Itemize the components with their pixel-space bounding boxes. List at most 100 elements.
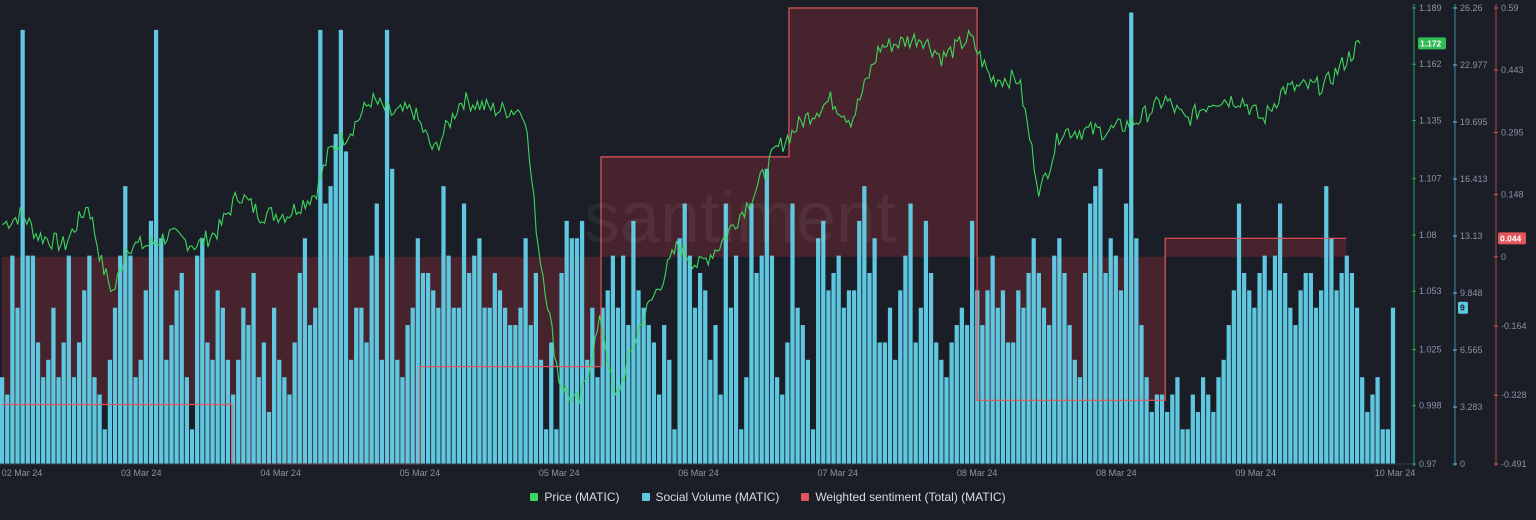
social-volume-bar [585,359,590,464]
social-volume-bar [1339,272,1344,464]
social-volume-bar [1354,307,1360,464]
social-volume-bar [1082,272,1088,464]
social-volume-bar [610,255,615,464]
social-volume-bar [1041,307,1047,464]
social-volume-bar [359,307,364,464]
x-tick-label: 08 Mar 24 [1096,468,1137,478]
social-volume-bar [887,307,893,464]
social-volume-bar [1349,272,1355,464]
social-volume-bar [816,238,821,464]
social-volume-bar [128,255,133,464]
social-volume-bar [662,325,667,464]
social-volume-bar [502,307,508,464]
social-volume-bar [1139,325,1144,464]
social-volume-bar [287,394,292,464]
social-volume-bar [805,359,811,464]
social-volume-bar [1000,290,1006,464]
social-volume-bar [564,220,569,464]
social-volume-bar [646,325,651,464]
social-volume-bar [205,342,210,464]
social-volume-bar [1047,325,1052,464]
x-tick-label: 10 Mar 24 [1375,468,1416,478]
social-volume-bar [307,325,313,464]
social-volume-bar [1375,377,1380,464]
social-volume-bar [1319,290,1324,464]
social-volume-bar [1072,359,1077,464]
social-volume-bar [482,307,487,464]
sentiment-swatch [801,493,810,501]
social-volume-bar [1077,377,1083,464]
social-volume-bar [508,325,513,464]
x-axis-ticks: 02 Mar 24 03 Mar 24 04 Mar 24 05 Mar 24 05 M… [2,468,1416,478]
social-volume-bar [800,325,805,464]
sentiment-current-badge-text: 0.044 [1500,233,1522,243]
social-volume-bar [333,134,338,464]
social-volume-bar [1113,255,1118,464]
social-volume-swatch [641,493,650,501]
social-volume-bar [1026,272,1031,464]
social-volume-bar [1165,411,1170,464]
social-volume-bar [1062,272,1067,464]
social-volume-bar [836,255,841,464]
social-volume-bar [898,290,903,464]
social-volume-bar [66,255,71,464]
legend-item-price[interactable]: Price (MATIC) [530,490,620,504]
x-tick-label: 03 Mar 24 [121,468,162,478]
sentiment-axis-tick-label: -0.491 [1501,459,1527,469]
social-volume-bar [682,203,687,464]
social-volume-bar [487,307,492,464]
legend-item-sentiment[interactable]: Weighted sentiment (Total) (MATIC) [801,490,1006,504]
social-volume-bar [954,325,959,464]
social-volume-bar [143,290,148,464]
social-volume-bar [71,377,77,464]
social-volume-bar [785,342,790,464]
social-volume-bar [323,203,328,464]
social-volume-bar [451,307,456,464]
legend-sentiment-label: Weighted sentiment (Total) (MATIC) [815,490,1006,504]
social-axis-tick-label: 26.26 [1460,3,1483,13]
social-volume-bar [302,238,308,464]
social-volume-bar [277,359,282,464]
social-volume-bar [656,394,662,464]
sentiment-area-4 [789,8,978,257]
social-volume-bar [56,377,61,464]
social-volume-bar [559,272,564,464]
price-line [1,29,1361,404]
x-tick-label: 09 Mar 24 [1235,468,1276,478]
legend-item-social-volume[interactable]: Social Volume (MATIC) [641,490,779,504]
social-volume-bar [1334,290,1339,464]
social-volume-bar [369,255,374,464]
watermark: santiment [584,178,896,258]
social-volume-bar [851,290,857,464]
social-volume-bar [949,342,954,464]
social-volume-bar [687,255,692,464]
sentiment-axis-tick-label: 0.295 [1501,127,1524,137]
social-volume-bar [1170,394,1175,464]
social-volume-bar [959,307,964,464]
social-volume-bar [579,220,585,464]
social-volume-bar [343,151,349,464]
legend: Price (MATIC) Social Volume (MATIC) Weig… [0,490,1536,504]
social-volume-bar [1108,238,1113,464]
social-volume-bar [169,325,174,464]
social-volume-bar [1057,238,1062,464]
x-tick-label: 05 Mar 24 [400,468,441,478]
social-volume-bar [0,377,5,464]
price-swatch [530,493,539,501]
sentiment-axis-tick-label: 0.443 [1501,65,1524,75]
social-volume-bar [1195,411,1201,464]
social-volume-bar [415,238,420,464]
social-volume-bar [769,255,775,464]
social-volume-bar [1021,307,1026,464]
social-volume-bar [1016,290,1021,464]
social-volume-bar [92,377,97,464]
social-volume-bar [605,290,610,464]
social-volume-bar [461,203,467,464]
sentiment-axis-tick-label: 0 [1501,252,1506,262]
social-volume-bar [112,307,118,464]
social-volume-bar [831,272,836,464]
social-volume-bar [200,238,205,464]
social-volume-bar [159,238,164,464]
social-current-badge-text: 9 [1460,303,1465,313]
price-axis-tick-label: 1.053 [1419,286,1442,296]
